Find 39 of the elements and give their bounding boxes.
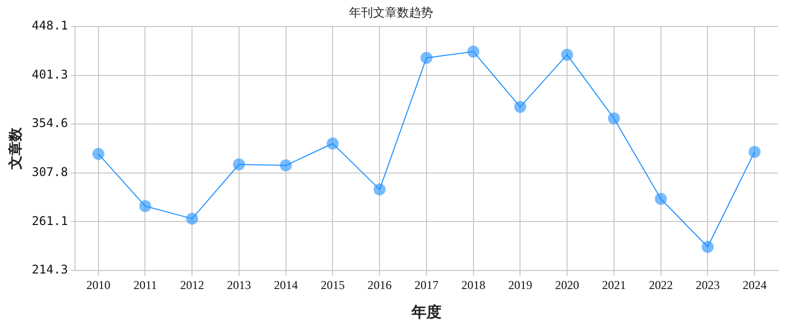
y-tick-label: 448.1: [32, 18, 68, 33]
y-tick-label: 307.8: [32, 165, 68, 180]
y-tick-label: 214.3: [32, 262, 68, 277]
x-tick-label: 2015: [320, 278, 345, 292]
x-tick-label: 2023: [696, 278, 720, 292]
point: [467, 46, 480, 58]
y-tick-label: 354.6: [32, 116, 68, 130]
x-tick-label: 2014: [274, 278, 298, 292]
point: [139, 200, 152, 212]
point: [186, 212, 198, 225]
x-tick-label: 2012: [180, 278, 204, 292]
point: [561, 48, 574, 61]
x-tick-label: 2013: [226, 278, 251, 292]
x-tick-label: 2022: [648, 278, 673, 292]
point: [374, 183, 386, 196]
y-tick-label: 261.1: [32, 214, 68, 228]
x-tick-label: 2011: [133, 278, 158, 292]
point: [514, 100, 526, 113]
point: [420, 52, 432, 64]
point: [232, 158, 245, 170]
x-tick-label: 2016: [368, 278, 392, 292]
x-tick-label: 2010: [86, 278, 110, 292]
chart-title: 年刊文章数趋势: [349, 5, 433, 20]
x-tick-label: 2021: [602, 278, 626, 292]
x-tick-label: 2019: [508, 278, 532, 292]
point: [748, 146, 761, 158]
x-tick-label: 2017: [414, 278, 438, 292]
x-tick-label: 2020: [555, 278, 580, 292]
point: [608, 112, 620, 124]
point: [654, 192, 667, 205]
y-tick-label: 401.3: [32, 67, 68, 82]
y-axis-title: 文章数: [7, 126, 24, 170]
point: [92, 148, 104, 160]
point: [702, 240, 714, 253]
x-tick-label: 2018: [461, 278, 486, 292]
point: [280, 159, 292, 172]
x-tick-label: 2024: [742, 278, 767, 292]
x-axis-title: 年度: [410, 302, 442, 321]
point: [326, 137, 339, 150]
